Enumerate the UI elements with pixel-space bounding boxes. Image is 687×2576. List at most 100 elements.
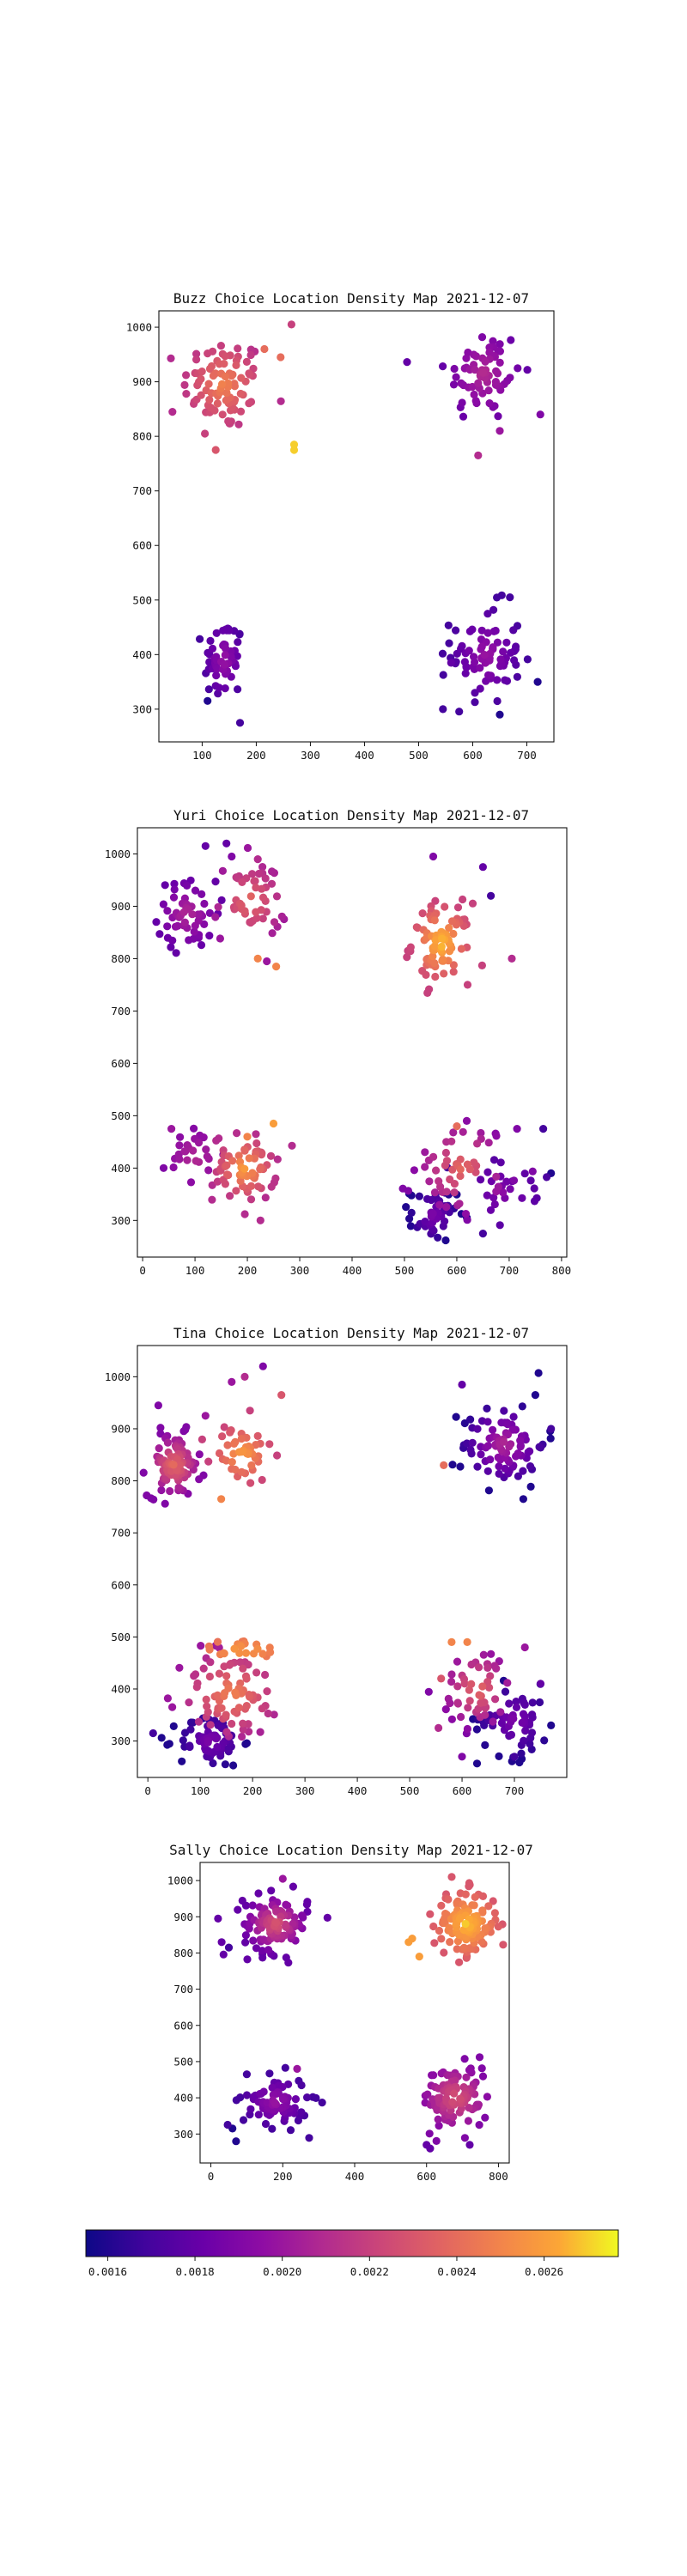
- scatter-point: [441, 1236, 450, 1245]
- scatter-point: [406, 943, 415, 951]
- scatter-point: [517, 1749, 526, 1758]
- scatter-point: [536, 1680, 545, 1688]
- scatter-point: [222, 1161, 231, 1170]
- scatter-point: [245, 369, 253, 378]
- x-tick-label: 600: [463, 749, 483, 762]
- y-tick-label: 500: [173, 2055, 193, 2068]
- scatter-point: [231, 1465, 240, 1474]
- scatter-point: [167, 1125, 176, 1133]
- scatter-point: [478, 2072, 488, 2081]
- scatter-point: [531, 1391, 540, 1400]
- scatter-point: [240, 1210, 249, 1218]
- scatter-point: [246, 1182, 256, 1190]
- scatter-point: [495, 710, 504, 719]
- scatter-point: [161, 1499, 169, 1508]
- scatter-point: [218, 866, 227, 875]
- scatter-point: [256, 1165, 264, 1174]
- scatter-point: [246, 350, 255, 360]
- scatter-point: [224, 1943, 234, 1952]
- y-tick-label: 500: [111, 1631, 131, 1643]
- scatter-point: [197, 1642, 205, 1650]
- scatter-point: [485, 1683, 494, 1692]
- scatter-point: [490, 1909, 500, 1917]
- scatter-point: [495, 662, 505, 671]
- scatter-point: [499, 647, 508, 656]
- scatter-point: [256, 1728, 264, 1736]
- scatter-point: [487, 1649, 495, 1658]
- y-tick-label: 700: [173, 1983, 193, 1996]
- scatter-point: [230, 380, 239, 388]
- scatter-point: [264, 1709, 272, 1718]
- scatter-point: [323, 1913, 331, 1922]
- scatter-point: [302, 1900, 311, 1909]
- x-tick-label: 300: [290, 1264, 310, 1277]
- y-tick-label: 400: [111, 1682, 131, 1695]
- scatter-point: [163, 1694, 172, 1703]
- y-tick-label: 800: [111, 1474, 131, 1487]
- scatter-point: [478, 863, 488, 872]
- scatter-point: [410, 1166, 418, 1175]
- x-tick-label: 400: [343, 1264, 362, 1277]
- scatter-point: [228, 1377, 236, 1386]
- scatter-point: [237, 374, 246, 382]
- scatter-point: [453, 1657, 462, 1666]
- scatter-point: [298, 1911, 307, 1920]
- scatter-point: [252, 1668, 261, 1677]
- scatter-point: [452, 373, 460, 381]
- scatter-point: [461, 1919, 470, 1929]
- scatter-point: [241, 1649, 251, 1657]
- scatter-point: [209, 347, 217, 355]
- scatter-point: [284, 1959, 293, 1967]
- scatter-point: [438, 362, 447, 371]
- scatter-point: [196, 635, 204, 643]
- colorbar-tick-label: 0.0026: [525, 2265, 563, 2278]
- scatter-point: [211, 446, 220, 454]
- scatter-point: [477, 1698, 485, 1707]
- scatter-point: [526, 1462, 535, 1471]
- scatter-point: [490, 1200, 499, 1209]
- scatter-point: [237, 1434, 246, 1443]
- scatter-point: [514, 364, 522, 373]
- y-tick-label: 400: [173, 2092, 193, 2105]
- scatter-point: [218, 380, 227, 388]
- scatter-point: [185, 1741, 194, 1750]
- scatter-point: [472, 1725, 482, 1734]
- scatter-point: [518, 1718, 526, 1727]
- scatter-point: [223, 2120, 232, 2129]
- scatter-point: [253, 855, 262, 864]
- scatter-point: [232, 361, 240, 369]
- scatter-point: [218, 1432, 227, 1441]
- scatter-point: [252, 1139, 261, 1148]
- scatter-point: [252, 908, 260, 916]
- scatter-point: [471, 1893, 479, 1901]
- scatter-point: [206, 1658, 215, 1667]
- scatter-point: [223, 1745, 232, 1753]
- y-tick-label: 300: [132, 702, 152, 715]
- scatter-point: [463, 1637, 471, 1646]
- scatter-point: [234, 420, 243, 428]
- scatter-point: [186, 1178, 196, 1187]
- scatter-point: [277, 353, 285, 361]
- scatter-point: [467, 1449, 476, 1458]
- scatter-point: [447, 1670, 456, 1679]
- scatter-point: [487, 891, 495, 900]
- scatter-point: [273, 1451, 282, 1460]
- scatter-point: [438, 955, 447, 963]
- scatter-point: [221, 372, 229, 381]
- y-tick-label: 300: [111, 1735, 131, 1747]
- scatter-point: [199, 1133, 208, 1142]
- scatter-point: [514, 1472, 523, 1480]
- scatter-point: [471, 352, 481, 361]
- scatter-point: [505, 1443, 514, 1451]
- scatter-point: [496, 655, 505, 664]
- scatter-point: [460, 1680, 469, 1688]
- scatter-point: [250, 877, 258, 885]
- scatter-point: [418, 967, 427, 975]
- scatter-point: [236, 1176, 245, 1185]
- scatter-point: [239, 2116, 248, 2124]
- scatter-point: [291, 2095, 300, 2104]
- scatter-point: [465, 1686, 474, 1694]
- scatter-point: [149, 1728, 157, 1738]
- scatter-point: [474, 379, 483, 387]
- scatter-point: [245, 1154, 253, 1163]
